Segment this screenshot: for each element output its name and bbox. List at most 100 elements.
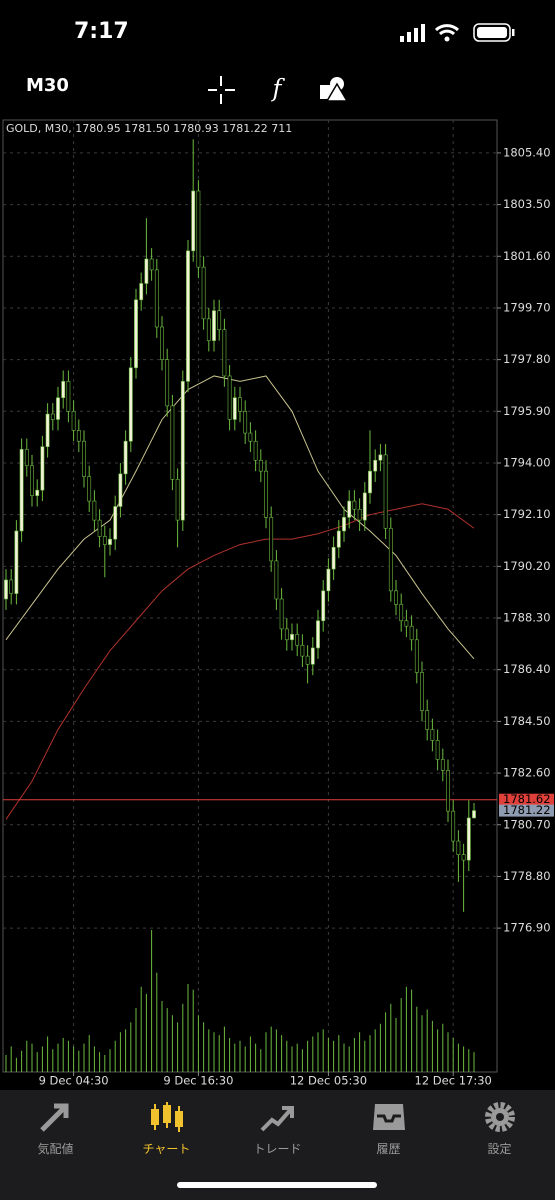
tab-chart[interactable]: チャート (111, 1100, 222, 1157)
chart[interactable]: 1805.40 1803.50 1801.60 1799.70 1797.80 1795.… (0, 0, 555, 1090)
candle-body (217, 310, 222, 331)
candle-body (404, 620, 409, 627)
y-tick-label: 1778.80 (503, 869, 551, 883)
chart-info: GOLD, M30, 1780.95 1781.50 1780.93 1781.… (6, 122, 292, 135)
candle-body (180, 381, 185, 521)
y-tick-label: 1792.10 (503, 507, 551, 521)
candle-body (149, 258, 154, 271)
y-tick-label: 1799.70 (503, 300, 551, 314)
candle-body (170, 405, 175, 480)
tab-history[interactable]: 履歴 (333, 1100, 444, 1157)
x-tick-label: 9 Dec 16:30 (163, 1074, 233, 1088)
candle-body (123, 440, 128, 475)
moving-average (5, 375, 475, 660)
y-tick-label: 1788.30 (503, 611, 551, 625)
candle-body (326, 568, 331, 592)
candle-body (160, 326, 164, 360)
candle-body (300, 644, 305, 657)
candle-body (40, 446, 45, 491)
x-tick-label: 12 Dec 05:30 (290, 1074, 367, 1088)
crosshair-button[interactable] (208, 76, 235, 104)
tab-icon (372, 1104, 405, 1130)
candle-body (196, 190, 201, 268)
candle-body (191, 190, 196, 252)
y-tick-label: 1803.50 (503, 197, 551, 211)
candle-body (440, 759, 445, 771)
candle-body (446, 770, 450, 812)
y-tick-label: 1805.40 (503, 145, 551, 159)
candle-body (310, 647, 315, 665)
home-indicator (177, 1182, 377, 1188)
timeframe-button[interactable]: M30 (26, 75, 69, 96)
tab-label: 気配値 (37, 1142, 74, 1156)
candle-body (144, 258, 149, 284)
candle-body (118, 473, 123, 507)
x-tick-label: 12 Dec 17:30 (415, 1074, 492, 1088)
tab-settings[interactable]: 設定 (444, 1100, 555, 1157)
candle-body (102, 536, 107, 545)
candle-body (134, 299, 138, 369)
tab-label: トレード (253, 1142, 302, 1156)
candle-body (347, 500, 352, 518)
candle-body (139, 283, 144, 301)
tab-icon (150, 1102, 183, 1132)
candle-body (295, 634, 300, 646)
candle-body (336, 530, 341, 548)
candle-body (87, 476, 92, 502)
candle-body (175, 479, 180, 521)
price-label-box (499, 804, 554, 817)
candle-body (4, 579, 8, 600)
candle-body (243, 411, 248, 434)
candle-body (399, 604, 404, 622)
candle-body (331, 547, 336, 570)
candle-body (9, 579, 14, 594)
status-icons (400, 23, 515, 42)
candle-body (420, 672, 424, 711)
candle-body (451, 810, 456, 842)
candle-body (321, 590, 326, 622)
candle-body (274, 560, 279, 600)
objects-button[interactable] (320, 77, 349, 102)
candle-body (430, 729, 435, 741)
candle-body (248, 432, 253, 442)
candle-body (186, 250, 190, 382)
candle-body (425, 710, 430, 730)
tab-quotes[interactable]: 気配値 (0, 1100, 111, 1157)
y-tick-label: 1795.90 (503, 404, 551, 418)
y-tick-label: 1794.00 (503, 455, 551, 469)
candle-body (113, 506, 118, 540)
candle-body (30, 465, 34, 496)
price-label-box (499, 793, 554, 806)
candle-body (71, 411, 76, 431)
y-tick-label: 1782.60 (503, 766, 551, 780)
candle-body (206, 318, 211, 341)
candle-body (357, 508, 362, 521)
candle-body (232, 397, 237, 420)
y-tick-label: 1797.80 (503, 352, 551, 366)
tab-icon (260, 1106, 294, 1132)
y-tick-label: 1790.20 (503, 559, 551, 573)
candle-body (35, 489, 40, 496)
tab-trade[interactable]: トレード (222, 1100, 333, 1157)
candle-body (368, 470, 372, 494)
tab-icon (484, 1102, 515, 1132)
candle-body (154, 269, 159, 328)
candle-body (258, 459, 263, 472)
candle-body (409, 625, 414, 641)
candle-body (342, 517, 346, 532)
chart-frame (2, 119, 498, 1073)
moving-average (5, 503, 475, 820)
candle-body (373, 459, 378, 472)
candle-body (253, 440, 258, 461)
candle-body (362, 492, 367, 521)
candle-body (50, 413, 55, 420)
y-tick-label: 1801.60 (503, 249, 551, 263)
candle-body (108, 538, 112, 545)
candle-body (165, 359, 170, 407)
tab-label: チャート (142, 1142, 191, 1156)
candle-body (316, 620, 320, 649)
candle-body (14, 530, 19, 594)
candle-body (212, 310, 216, 341)
candle-body (435, 740, 440, 760)
